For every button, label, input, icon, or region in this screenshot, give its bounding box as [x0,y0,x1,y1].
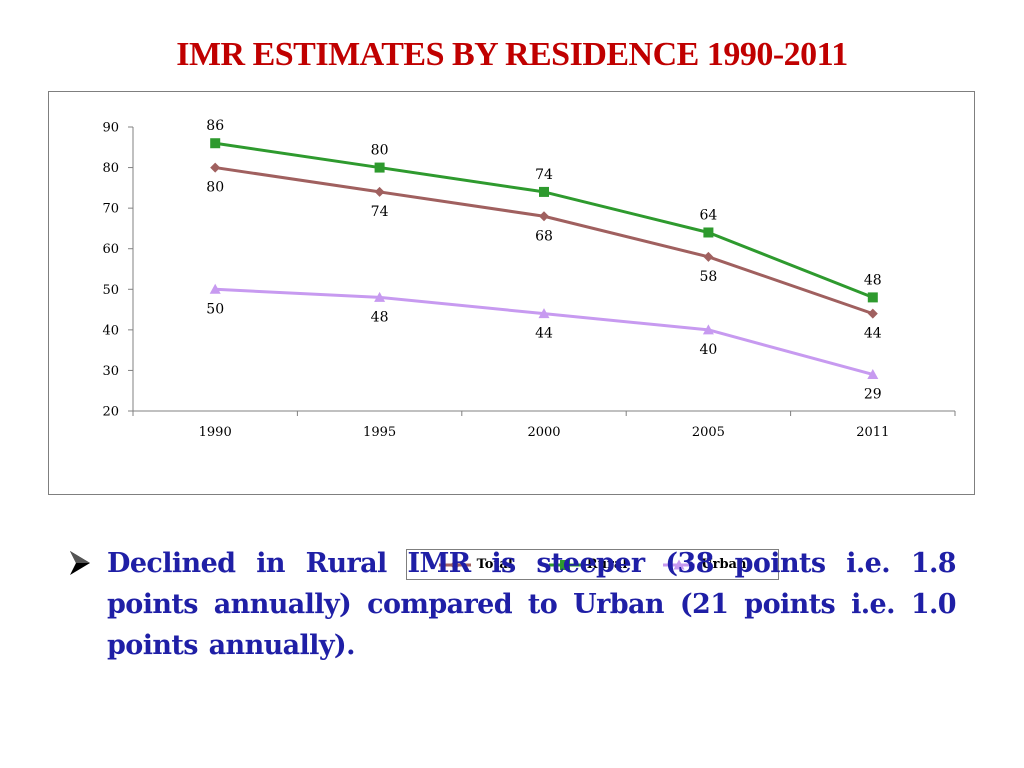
x-tick-label: 2011 [856,425,889,440]
y-tick-label: 30 [102,364,119,379]
data-label-rural: 64 [699,207,717,223]
data-label-total: 58 [699,269,717,285]
x-tick-label: 1990 [199,425,232,440]
chart-legend: Total Rural Urban [406,549,779,580]
data-point-urban [867,368,879,379]
data-point-total [867,308,878,319]
legend-swatch-rural [548,559,581,570]
data-point-urban [209,283,221,294]
data-point-rural [539,186,549,197]
data-point-urban [538,308,550,319]
data-label-urban: 40 [699,342,717,358]
data-point-total [539,211,549,222]
data-point-rural [374,162,385,173]
data-point-total [703,251,714,262]
data-label-urban: 50 [206,301,224,317]
x-tick-label: 2005 [692,425,725,440]
data-label-urban: 44 [535,326,553,342]
bullet-point: Declined in Rural IMR is steeper (38 poi… [66,543,957,666]
y-tick-label: 20 [102,405,119,420]
data-label-total: 80 [206,180,224,196]
data-point-total [374,186,385,197]
data-label-rural: 74 [535,167,553,183]
y-tick-label: 90 [102,121,119,136]
y-tick-label: 50 [102,283,119,298]
legend-item-urban: Urban [663,557,746,572]
data-label-rural: 86 [206,118,224,134]
data-point-rural [210,138,221,149]
legend-label-rural: Rural [586,557,628,572]
data-point-rural [867,292,878,303]
legend-label-urban: Urban [701,557,747,572]
y-tick-label: 60 [102,242,119,257]
data-label-total: 44 [864,326,882,342]
x-tick-label: 1995 [363,425,396,440]
data-label-rural: 48 [864,272,882,288]
legend-label-total: Total [476,557,513,572]
data-point-urban [374,291,386,302]
data-label-urban: 48 [371,309,389,325]
legend-swatch-total [438,559,471,570]
chart-plot-area: 20 30 40 50 60 70 80 90 1990 1995 2000 2005 2011 80 74… [102,118,956,440]
y-tick-label: 40 [102,323,119,338]
data-label-rural: 80 [371,143,389,159]
data-label-total: 74 [371,204,389,220]
data-label-total: 68 [535,228,553,244]
bullet-text: Declined in Rural IMR is steeper (38 poi… [107,548,957,661]
legend-swatch-urban [663,559,696,569]
y-tick-label: 80 [102,161,119,176]
legend-item-total: Total [438,557,513,572]
data-point-urban [702,324,714,335]
y-tick-label: 70 [102,202,119,217]
data-point-rural [703,227,714,238]
data-label-urban: 29 [864,386,882,402]
data-point-total [210,162,221,173]
line-chart: 20 30 40 50 60 70 80 90 1990 1995 2000 2005 2011 80 74… [48,91,975,580]
slide-title: IMR ESTIMATES BY RESIDENCE 1990-2011 [176,36,848,73]
x-tick-label: 2000 [527,425,560,440]
arrow-bullet-icon [70,551,90,575]
legend-item-rural: Rural [548,557,628,572]
